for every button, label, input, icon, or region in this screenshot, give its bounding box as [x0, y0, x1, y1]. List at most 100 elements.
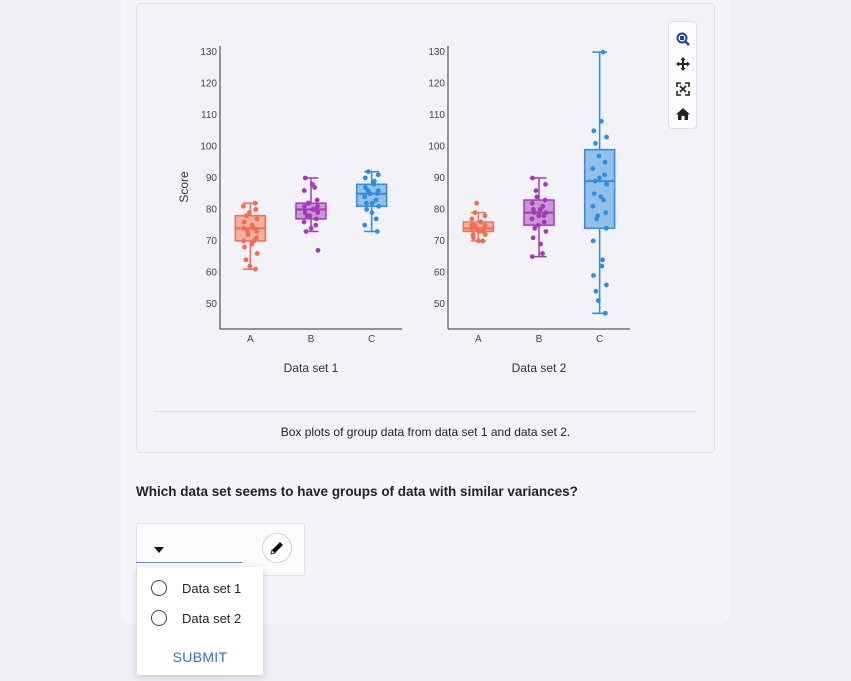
box-plot-figure: Score 50 60 70 80 90 100 110 120 130 A B C Data set 1… — [177, 46, 630, 375]
data-point — [590, 238, 596, 244]
figure-caption: Box plots of group data from data set 1 … — [280, 425, 571, 439]
data-point — [540, 251, 545, 256]
data-point — [362, 175, 368, 181]
pan-icon[interactable] — [669, 53, 696, 75]
data-point — [246, 210, 252, 215]
data-point — [543, 229, 549, 234]
zoom-icon[interactable] — [669, 28, 696, 50]
data-point — [604, 181, 610, 187]
y-tick-label: 130 — [428, 47, 445, 58]
data-point — [594, 216, 599, 222]
data-point — [376, 203, 382, 209]
data-point — [375, 172, 381, 178]
y-tick-label: 80 — [206, 204, 218, 215]
data-point — [373, 216, 379, 222]
data-point — [592, 178, 598, 184]
data-point — [254, 229, 260, 234]
x-tick-label: C — [368, 334, 375, 345]
data-point — [251, 225, 256, 231]
y-tick-label: 60 — [434, 267, 446, 278]
data-point — [603, 225, 609, 231]
option-label: Data set 1 — [182, 580, 242, 596]
data-point — [247, 263, 253, 269]
data-point — [362, 194, 368, 200]
data-point — [591, 273, 596, 278]
radio-button[interactable] — [151, 580, 167, 596]
data-point — [602, 310, 608, 316]
data-point — [303, 229, 309, 234]
x-tick-label: C — [596, 334, 603, 345]
x-tick-label: A — [247, 334, 254, 345]
data-point — [253, 266, 258, 272]
plot-modebar — [668, 21, 697, 129]
caret-down-icon[interactable] — [152, 543, 166, 557]
data-point — [254, 235, 259, 241]
radio-button[interactable] — [151, 610, 167, 626]
data-point — [591, 191, 597, 197]
data-point — [469, 216, 475, 222]
x-tick-label: B — [308, 334, 315, 345]
data-point — [301, 219, 307, 225]
y-tick-label: 50 — [434, 299, 446, 310]
edit-button[interactable] — [262, 533, 292, 563]
figure-panel: Score 50 60 70 80 90 100 110 120 130 A B C Data set 1… — [136, 3, 715, 453]
data-point — [470, 235, 476, 241]
data-point — [245, 232, 251, 238]
autoscale-icon[interactable] — [669, 78, 696, 100]
data-point — [313, 222, 319, 228]
y-tick-label: 90 — [206, 173, 218, 184]
y-tick-label: 90 — [434, 173, 446, 184]
data-point — [598, 118, 604, 124]
data-point — [312, 185, 318, 190]
option-data-set-2[interactable]: Data set 2 — [151, 607, 241, 629]
data-point — [593, 288, 599, 294]
data-point — [599, 263, 605, 269]
y-tick-label: 100 — [200, 142, 217, 153]
data-point — [367, 191, 373, 197]
pencil-icon — [270, 542, 283, 555]
data-point — [543, 181, 548, 187]
data-point — [480, 238, 486, 244]
data-point — [249, 241, 255, 247]
answer-dropdown-menu: Data set 1 Data set 2 SUBMIT — [137, 567, 263, 675]
data-point — [252, 200, 258, 206]
data-point — [314, 197, 320, 203]
data-point — [362, 222, 368, 228]
data-point — [540, 203, 546, 209]
data-point — [242, 244, 247, 250]
data-point — [315, 203, 320, 209]
submit-button[interactable]: SUBMIT — [172, 649, 228, 665]
data-point — [307, 213, 313, 219]
y-tick-label: 50 — [206, 299, 218, 310]
data-point — [369, 200, 375, 206]
data-point — [535, 222, 541, 228]
home-icon[interactable] — [669, 103, 696, 125]
data-point — [603, 210, 609, 215]
data-point — [480, 229, 485, 234]
data-point — [364, 207, 370, 212]
data-point — [529, 216, 535, 222]
data-point — [536, 213, 542, 219]
data-point — [538, 241, 544, 247]
data-point — [315, 210, 321, 215]
x-tick-label: A — [475, 334, 482, 345]
data-point — [530, 175, 535, 181]
data-point — [602, 172, 607, 178]
data-point — [532, 225, 538, 231]
y-tick-label: 120 — [200, 79, 217, 90]
y-tick-label: 110 — [201, 110, 217, 121]
data-point — [371, 181, 377, 187]
data-point — [314, 216, 319, 222]
caption-divider — [154, 411, 696, 412]
y-tick-label: 130 — [200, 47, 217, 58]
option-data-set-1[interactable]: Data set 1 — [151, 577, 241, 599]
data-point — [253, 207, 259, 212]
data-point — [537, 207, 543, 212]
data-point — [243, 213, 249, 219]
data-point — [302, 175, 308, 181]
data-point — [364, 200, 369, 206]
data-point — [369, 210, 375, 215]
x-tick-label: B — [536, 334, 543, 345]
data-point — [254, 216, 260, 222]
data-point — [534, 194, 540, 200]
